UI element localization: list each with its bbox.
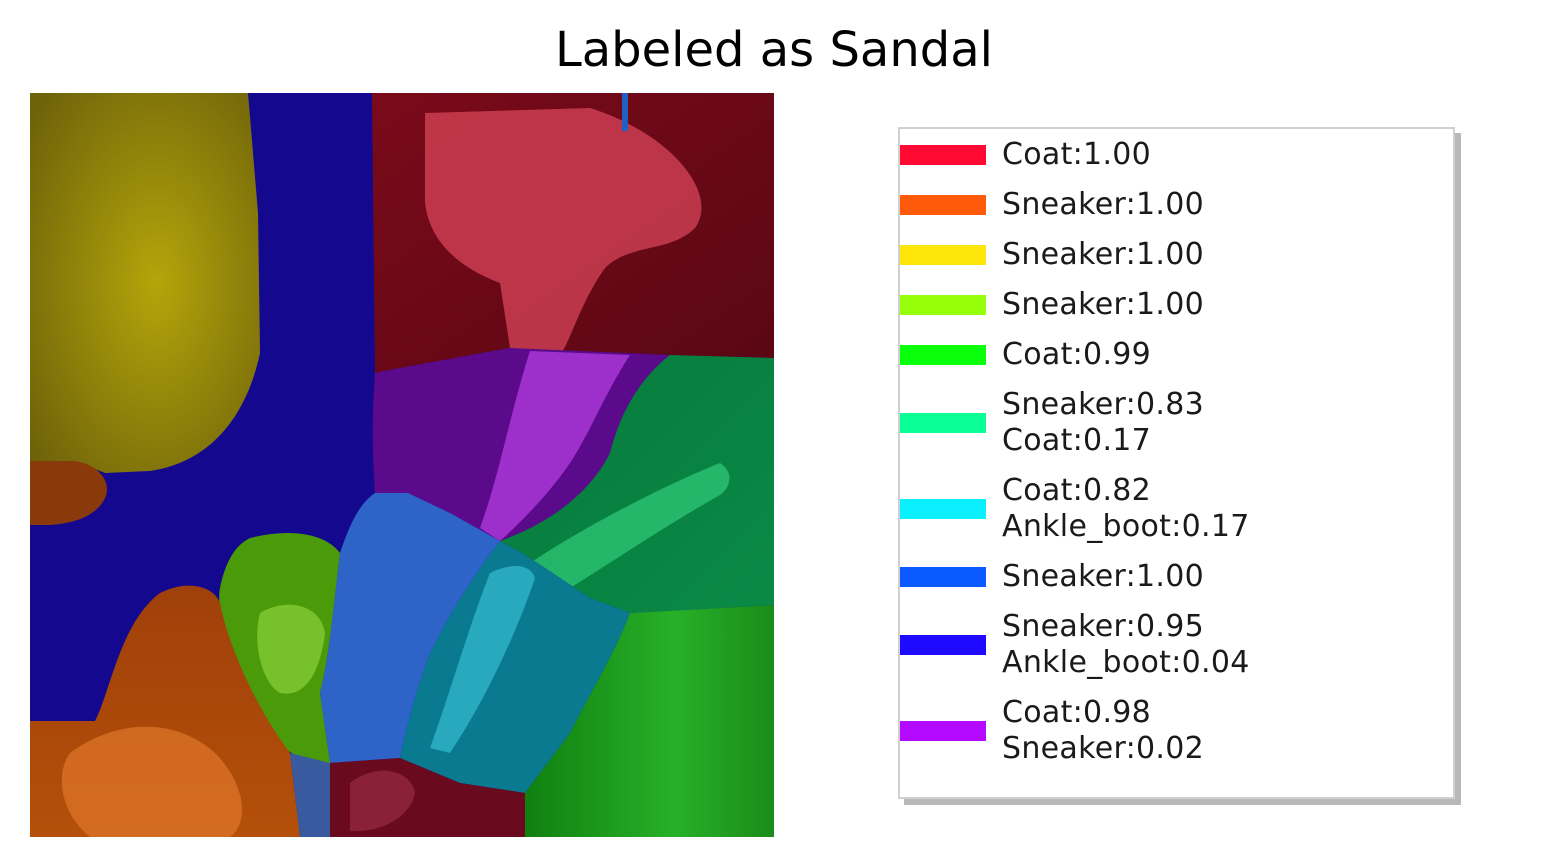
region-yellow [30, 93, 260, 473]
legend-label-line: Sneaker:0.02 [1002, 731, 1204, 766]
legend-entry: Sneaker:1.00 [900, 559, 1453, 595]
legend-label: Sneaker:1.00 [1002, 287, 1204, 323]
legend-swatch [900, 499, 986, 519]
legend-swatch [900, 567, 986, 587]
legend-entry: Sneaker:0.95 Ankle_boot:0.04 [900, 609, 1453, 681]
legend-label-line: Sneaker:1.00 [1002, 237, 1204, 272]
legend-label: Sneaker:0.95 Ankle_boot:0.04 [1002, 609, 1250, 681]
legend-swatch [900, 245, 986, 265]
legend-label: Coat:0.99 [1002, 337, 1151, 373]
legend-label-line: Coat:0.98 [1002, 695, 1152, 730]
legend-label: Coat:1.00 [1002, 137, 1151, 173]
legend-entry: Coat:1.00 [900, 137, 1453, 173]
legend-swatch [900, 345, 986, 365]
region-purple-highlight [480, 351, 630, 541]
region-green-bottom [525, 598, 774, 837]
region-red-highlight [425, 108, 702, 355]
legend-entry: Sneaker:1.00 [900, 237, 1453, 273]
legend-label-line: Coat:0.82 [1002, 473, 1152, 508]
legend-label-line: Coat:0.17 [1002, 423, 1152, 458]
legend-entry: Coat:0.99 [900, 337, 1453, 373]
legend-label-line: Sneaker:0.83 [1002, 387, 1204, 422]
legend-swatch [900, 635, 986, 655]
legend-label-line: Sneaker:1.00 [1002, 287, 1204, 322]
region-orange-highlight [61, 726, 242, 837]
legend-label-line: Coat:0.99 [1002, 337, 1152, 372]
region-green-right-highlight [530, 463, 730, 588]
legend-label-line: Sneaker:1.00 [1002, 559, 1204, 594]
legend-label: Coat:0.82 Ankle_boot:0.17 [1002, 473, 1250, 545]
legend-swatch [900, 295, 986, 315]
legend-label-line: Ankle_boot:0.17 [1002, 509, 1250, 544]
legend-swatch [900, 413, 986, 433]
legend-label-line: Coat:1.00 [1002, 137, 1152, 172]
legend: Coat:1.00 Sneaker:1.00 Sneaker:1.00 Sneaker… [898, 127, 1455, 799]
region-blue-mark [622, 93, 628, 131]
legend-label-line: Ankle_boot:0.04 [1002, 645, 1250, 680]
legend-entry: Sneaker:0.83 Coat:0.17 [900, 387, 1453, 459]
legend-label: Sneaker:1.00 [1002, 559, 1204, 595]
legend-label: Sneaker:1.00 [1002, 237, 1204, 273]
legend-label: Coat:0.98 Sneaker:0.02 [1002, 695, 1204, 767]
region-blue-bottom [290, 753, 330, 837]
legend-label-line: Sneaker:0.95 [1002, 609, 1204, 644]
legend-entry: Sneaker:1.00 [900, 187, 1453, 223]
legend-swatch [900, 195, 986, 215]
legend-swatch [900, 721, 986, 741]
region-darkred-highlight [350, 770, 415, 832]
legend-label-line: Sneaker:1.00 [1002, 187, 1204, 222]
legend-swatch [900, 145, 986, 165]
legend-entry: Coat:0.98 Sneaker:0.02 [900, 695, 1453, 767]
region-lightgreen-highlight [257, 604, 325, 694]
region-blue-mid [320, 493, 500, 763]
legend-label: Sneaker:1.00 [1002, 187, 1204, 223]
region-orange-small [30, 461, 107, 525]
legend-entry: Sneaker:1.00 [900, 287, 1453, 323]
legend-label: Sneaker:0.83 Coat:0.17 [1002, 387, 1204, 459]
segmentation-image [30, 93, 774, 837]
region-cyan-highlight [430, 566, 535, 753]
figure-title: Labeled as Sandal [555, 22, 993, 78]
legend-entry: Coat:0.82 Ankle_boot:0.17 [900, 473, 1453, 545]
